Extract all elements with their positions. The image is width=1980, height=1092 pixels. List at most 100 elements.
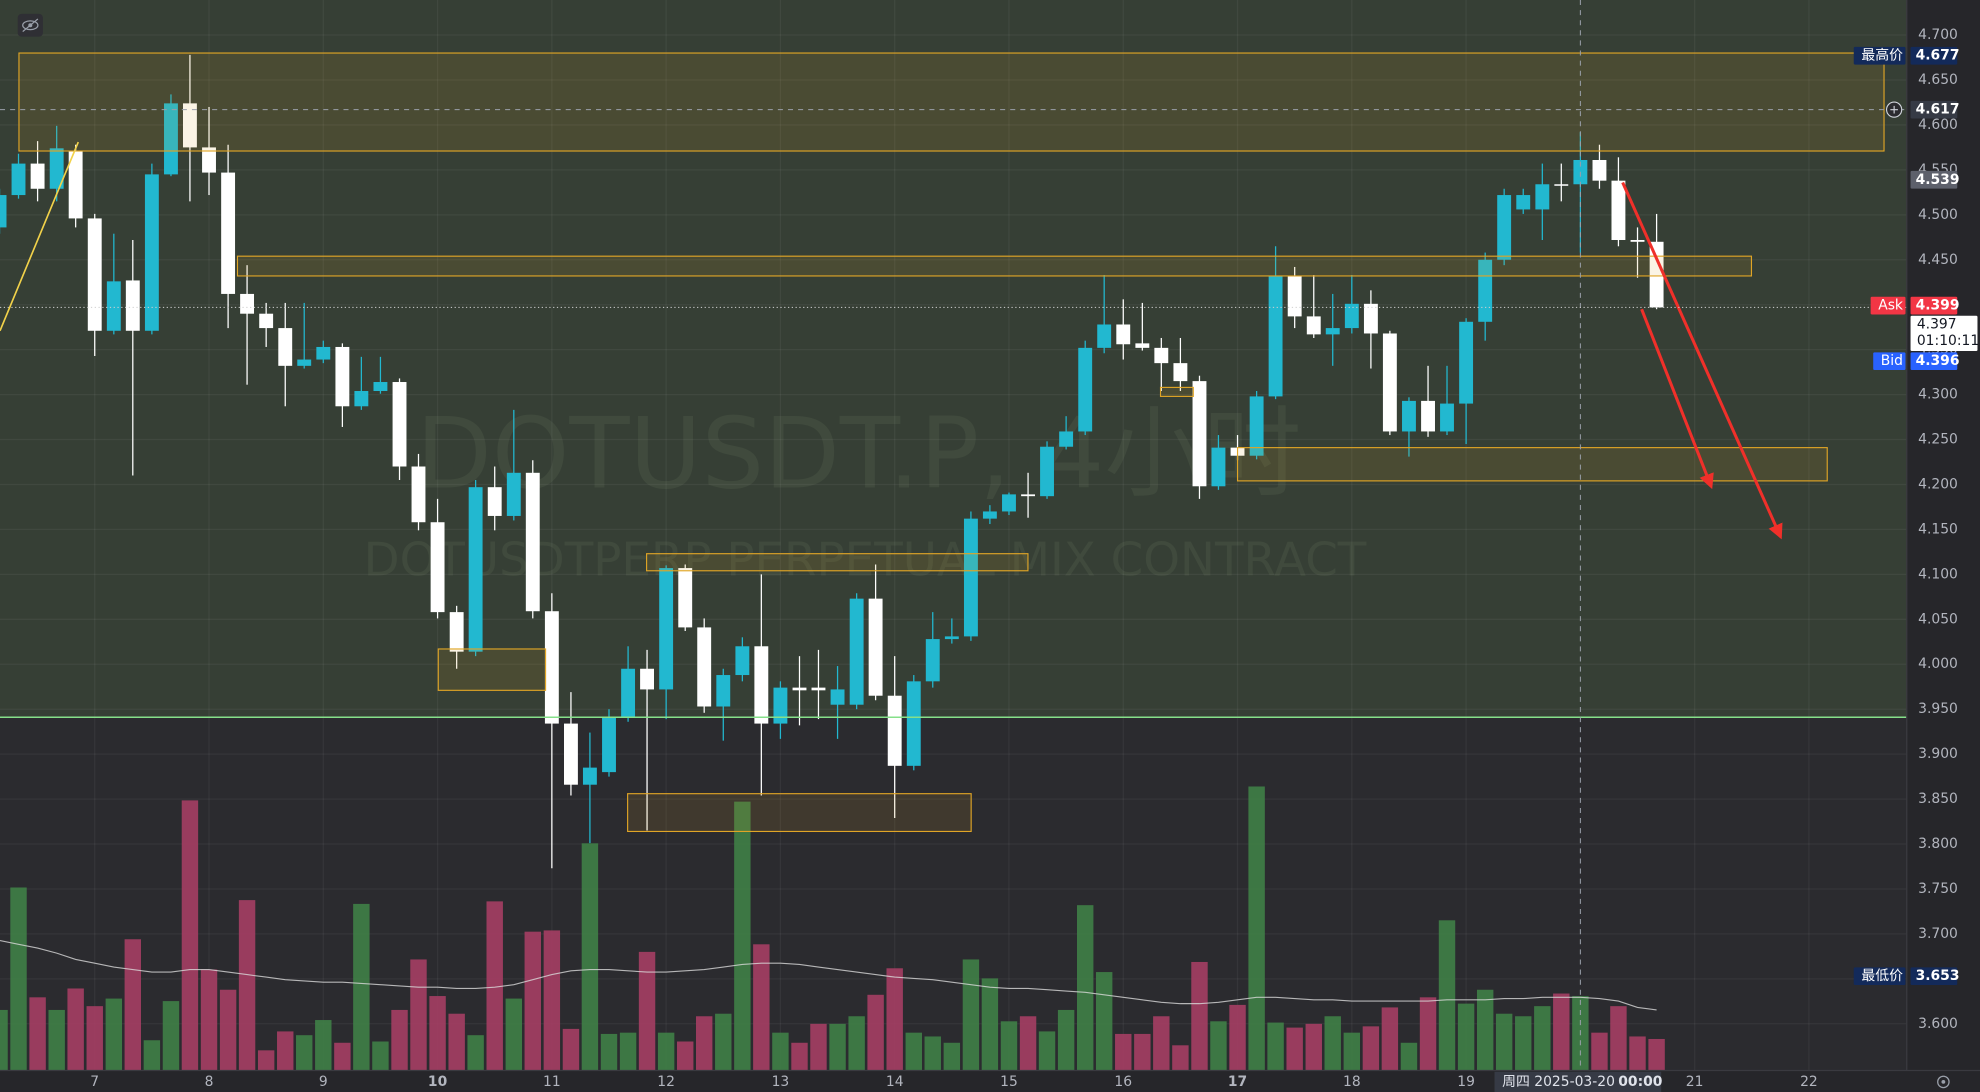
volume-bar xyxy=(200,969,218,1071)
candle-body xyxy=(392,382,407,467)
candle-body xyxy=(887,695,902,766)
candle-body xyxy=(1630,239,1645,242)
y-tick-label: 4.650 xyxy=(1918,72,1958,88)
volume-bar xyxy=(1134,1033,1151,1071)
volume-bar xyxy=(277,1031,294,1071)
y-tick-label: 4.450 xyxy=(1918,252,1958,268)
crosshair-date: 周四 2025-03-20 xyxy=(1502,1074,1615,1090)
candle-body xyxy=(1192,381,1207,487)
y-tick-label: 3.850 xyxy=(1918,791,1958,807)
volume-bar xyxy=(1153,1016,1170,1071)
volume-bar xyxy=(657,1032,675,1071)
volume-ma-line xyxy=(0,940,1657,1011)
candle-body xyxy=(1325,328,1340,335)
volume-bar xyxy=(791,1042,808,1071)
volume-bar xyxy=(962,959,980,1071)
candle-body xyxy=(697,627,712,707)
candle-body xyxy=(1592,159,1607,181)
zone-box xyxy=(236,255,1753,277)
volume-bar xyxy=(562,1028,580,1071)
volume-layer xyxy=(0,786,1665,1071)
settings-icon[interactable] xyxy=(1937,1075,1950,1089)
candle-body xyxy=(1516,195,1531,210)
volume-bar xyxy=(10,887,27,1071)
volume-bar xyxy=(619,1032,637,1071)
candle-body xyxy=(506,472,521,516)
volume-bar xyxy=(296,1035,313,1071)
volume-bar xyxy=(1019,1016,1037,1071)
axis-layer: 3.6003.6503.7003.7503.8003.8503.9003.950… xyxy=(90,27,1979,1092)
candle-body xyxy=(1535,184,1550,210)
candle-body xyxy=(202,147,216,173)
crosshair-add-plus xyxy=(1890,105,1898,114)
volume-bar xyxy=(829,1023,846,1071)
volume-bar xyxy=(1248,786,1265,1071)
x-tick-label: 10 xyxy=(428,1074,447,1090)
volume-bar xyxy=(1286,1027,1303,1071)
trend-line xyxy=(0,141,80,332)
price-label: 4.399 xyxy=(1916,298,1960,314)
x-tick-label: 17 xyxy=(1228,1074,1247,1090)
volume-bar xyxy=(848,1016,865,1071)
volume-bar xyxy=(677,1041,694,1071)
volume-bar xyxy=(753,944,770,1071)
zone-box xyxy=(646,553,1029,572)
volume-bar xyxy=(67,988,84,1071)
volume-bar xyxy=(315,1020,332,1071)
candle-body xyxy=(1382,333,1397,432)
volume-bar xyxy=(1400,1042,1418,1071)
volume-bar xyxy=(1610,1006,1627,1071)
price-label-name-box xyxy=(1853,967,1906,985)
candle-body xyxy=(906,681,921,766)
candle-body xyxy=(563,723,578,785)
candle-body xyxy=(754,646,769,724)
candle-body xyxy=(716,675,731,707)
candle-body xyxy=(430,522,445,613)
candle-body xyxy=(1249,396,1264,456)
price-label: 4.617 xyxy=(1916,102,1960,118)
volume-bar xyxy=(219,989,237,1071)
volume-bar xyxy=(600,1033,618,1071)
candle-body xyxy=(792,687,807,691)
candle-body xyxy=(868,598,883,696)
volume-bar xyxy=(353,903,370,1071)
price-label-box xyxy=(1910,296,1958,315)
volume-bar xyxy=(695,1016,713,1071)
candle-body xyxy=(944,636,959,640)
volume-bar xyxy=(1438,920,1456,1071)
price-label-name-box xyxy=(1853,46,1906,65)
volume-bar xyxy=(981,978,999,1071)
volume-bar xyxy=(1191,961,1208,1071)
visibility-icon[interactable] xyxy=(17,13,43,37)
price-label: 3.653 xyxy=(1916,968,1960,984)
x-tick-label: 18 xyxy=(1343,1074,1361,1090)
volume-bar xyxy=(257,1050,275,1071)
volume-bar xyxy=(867,994,884,1071)
x-tick-label: 12 xyxy=(657,1074,675,1090)
last-price-box xyxy=(1910,315,1978,352)
candle-body xyxy=(221,172,236,294)
zone-box xyxy=(627,793,972,833)
candle-body xyxy=(316,346,331,360)
zone-box xyxy=(1159,386,1194,397)
candle-body xyxy=(1421,400,1435,432)
crosshair-date-box xyxy=(1494,1071,1662,1092)
trend-line xyxy=(1621,181,1783,540)
candle-body xyxy=(297,359,312,366)
x-tick-label: 19 xyxy=(1457,1074,1475,1090)
y-tick-label: 3.600 xyxy=(1918,1016,1958,1032)
candle-body xyxy=(1402,400,1416,432)
x-tick-label: 15 xyxy=(1000,1074,1018,1090)
last-price: 4.397 xyxy=(1917,317,1957,333)
volume-bar xyxy=(1057,1009,1075,1071)
candle-body xyxy=(659,568,674,690)
volume-bar xyxy=(29,997,46,1071)
candle-layer xyxy=(0,54,1664,869)
candle-body xyxy=(373,382,388,392)
volume-bar xyxy=(372,1041,389,1071)
candle-body xyxy=(925,639,940,682)
candle-body xyxy=(1173,363,1188,382)
crosshair-time: 00:00 xyxy=(1618,1074,1662,1090)
volume-bar xyxy=(105,998,123,1071)
x-tick-label: 9 xyxy=(319,1074,328,1090)
